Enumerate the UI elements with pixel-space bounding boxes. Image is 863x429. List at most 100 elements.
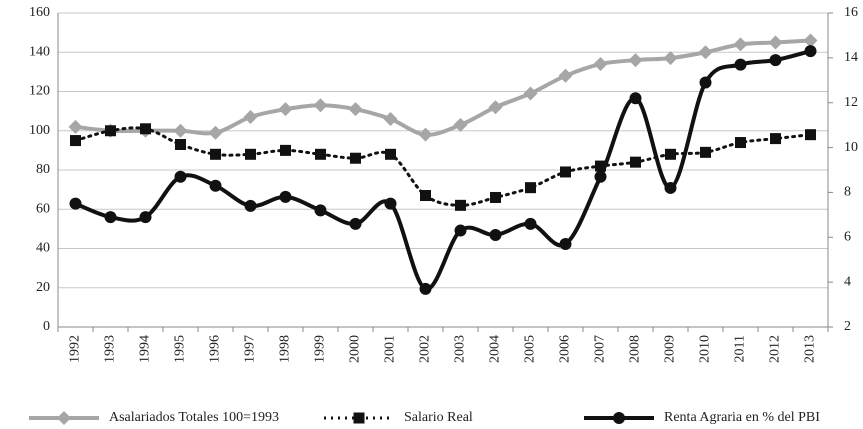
y-tick-label: 20 [36,280,50,295]
marker [455,199,466,211]
x-tick-label: 2006 [558,335,573,363]
marker [613,412,625,424]
x-tick-label: 2001 [383,335,398,363]
x-tick-label: 2004 [488,335,503,363]
series-line [73,38,813,137]
x-tick-label: 2000 [348,335,363,363]
marker [418,127,433,142]
marker [350,152,361,164]
x-tick-label: 1999 [313,335,328,363]
marker [208,125,223,140]
y2-tick-label: 14 [844,50,858,65]
marker [630,156,641,168]
marker [384,197,397,210]
marker [595,160,606,172]
marker [733,37,748,52]
x-tick-label: 1996 [208,335,223,363]
legend-label: Salario Real [404,410,473,425]
marker [173,123,188,138]
x-tick-label: 1998 [278,335,293,363]
legend-label: Renta Agraria en % del PBI [664,410,820,425]
y-tick-label: 40 [36,241,50,256]
marker [68,119,83,134]
marker [383,111,398,126]
marker [488,100,503,115]
marker [278,102,293,117]
marker [735,137,746,149]
marker [313,98,328,113]
marker [734,58,747,71]
marker [314,204,327,217]
y-tick-label: 60 [36,201,50,216]
y2-tick-label: 6 [844,230,851,245]
y2-tick-label: 2 [844,319,851,334]
marker [453,117,468,132]
x-tick-label: 1992 [68,335,83,363]
marker [523,86,538,101]
marker [803,33,818,48]
marker [104,211,117,224]
marker [768,35,783,50]
marker [665,148,676,160]
marker [770,133,781,145]
x-tick-label: 2009 [663,335,678,363]
marker [244,199,257,212]
marker [279,190,292,203]
x-tick-label: 2011 [733,335,748,362]
marker [558,68,573,83]
marker [489,229,502,242]
marker [243,110,258,125]
x-tick-label: 2010 [698,335,713,363]
marker [70,135,81,147]
x-tick-label: 2013 [803,335,818,363]
marker [560,166,571,178]
marker [769,54,782,67]
marker [385,148,396,160]
marker [175,138,186,150]
y-tick-label: 100 [29,123,50,138]
y2-tick-label: 16 [844,5,858,20]
marker [664,181,677,194]
marker [105,125,116,137]
marker [805,129,816,141]
marker [593,57,608,72]
marker [420,190,431,202]
marker [69,197,82,210]
marker [698,45,713,60]
y-tick-label: 120 [29,84,50,99]
marker [629,92,642,105]
y2-tick-label: 10 [844,140,858,155]
x-tick-label: 2007 [593,335,608,363]
y2-tick-label: 8 [844,185,851,200]
marker [349,217,362,230]
marker [454,224,467,237]
marker [210,148,221,160]
x-tick-label: 2003 [453,335,468,363]
marker [594,170,607,183]
x-tick-label: 2002 [418,335,433,363]
marker [348,102,363,117]
marker [353,412,365,424]
x-tick-label: 1993 [103,335,118,363]
marker [139,211,152,224]
x-tick-label: 1994 [138,335,153,363]
x-tick-label: 2012 [768,335,783,363]
marker [559,238,572,251]
series-line [73,49,813,291]
series-line [74,126,812,207]
marker [524,217,537,230]
y2-tick-label: 4 [844,274,851,289]
y-tick-label: 140 [29,44,50,59]
marker [700,146,711,158]
marker [245,148,256,160]
marker [57,411,71,425]
marker [209,179,222,192]
marker [174,170,187,183]
y-tick-label: 160 [29,5,50,20]
x-tick-label: 2005 [523,335,538,363]
marker [628,53,643,68]
y2-tick-label: 12 [844,95,858,110]
marker [804,45,817,58]
marker [280,144,291,156]
